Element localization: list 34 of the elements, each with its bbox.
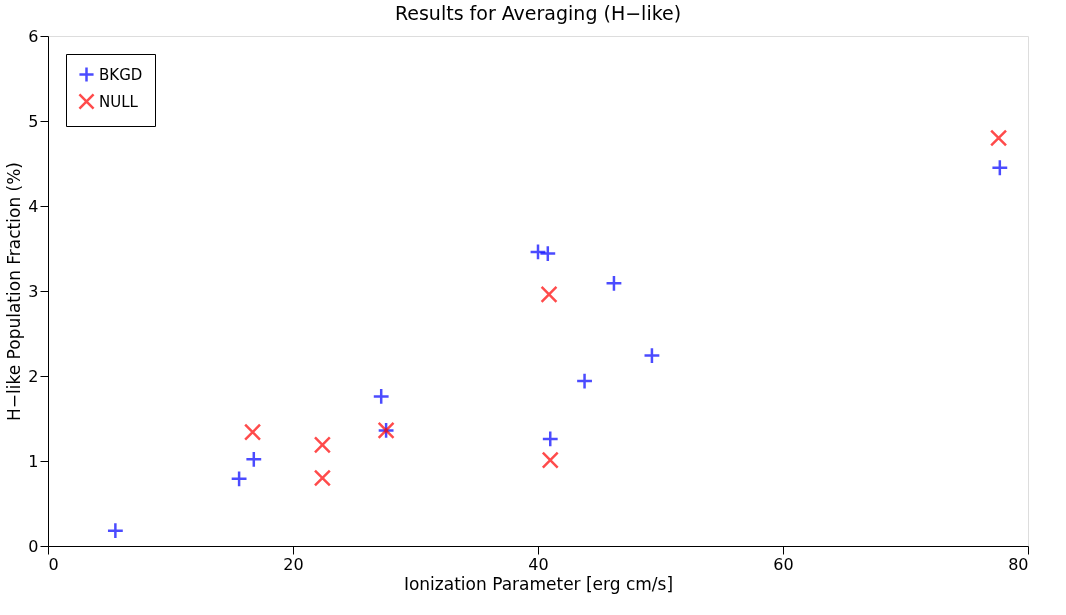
point xyxy=(372,387,390,406)
y-tick-label: 4 xyxy=(28,196,39,216)
chart-title: Results for Averaging (H−like) xyxy=(394,2,682,24)
x-tick-label: 0 xyxy=(48,554,59,574)
x-axis-title: Ionization Parameter [erg cm/s] xyxy=(403,573,674,594)
x-tick-label: 80 xyxy=(1008,554,1029,574)
x-tick-label: 40 xyxy=(528,554,549,574)
y-tick-label: 1 xyxy=(28,451,39,471)
point xyxy=(575,372,594,390)
point xyxy=(243,423,262,441)
y-tick-label: 3 xyxy=(28,281,39,301)
point xyxy=(541,451,559,469)
x-tick-label: 60 xyxy=(773,554,794,574)
point xyxy=(539,244,557,263)
y-tick-label: 6 xyxy=(28,26,39,46)
point xyxy=(245,450,263,468)
y-tick-label: 2 xyxy=(28,366,39,386)
point xyxy=(605,274,623,293)
y-axis-title: H−like Population Fraction (%) xyxy=(4,162,25,421)
y-tick-label: 5 xyxy=(28,111,39,131)
point xyxy=(541,430,559,448)
point xyxy=(540,285,558,304)
point xyxy=(313,436,332,454)
point xyxy=(106,522,125,540)
point xyxy=(991,159,1009,177)
point xyxy=(643,346,661,365)
point xyxy=(230,470,248,488)
y-tick-label: 0 xyxy=(28,536,39,556)
x-tick-label: 20 xyxy=(283,554,304,574)
point xyxy=(989,129,1008,147)
point xyxy=(313,469,332,487)
legend-label: BKGD xyxy=(99,65,143,84)
legend-label: NULL xyxy=(99,92,139,111)
point xyxy=(529,243,547,261)
